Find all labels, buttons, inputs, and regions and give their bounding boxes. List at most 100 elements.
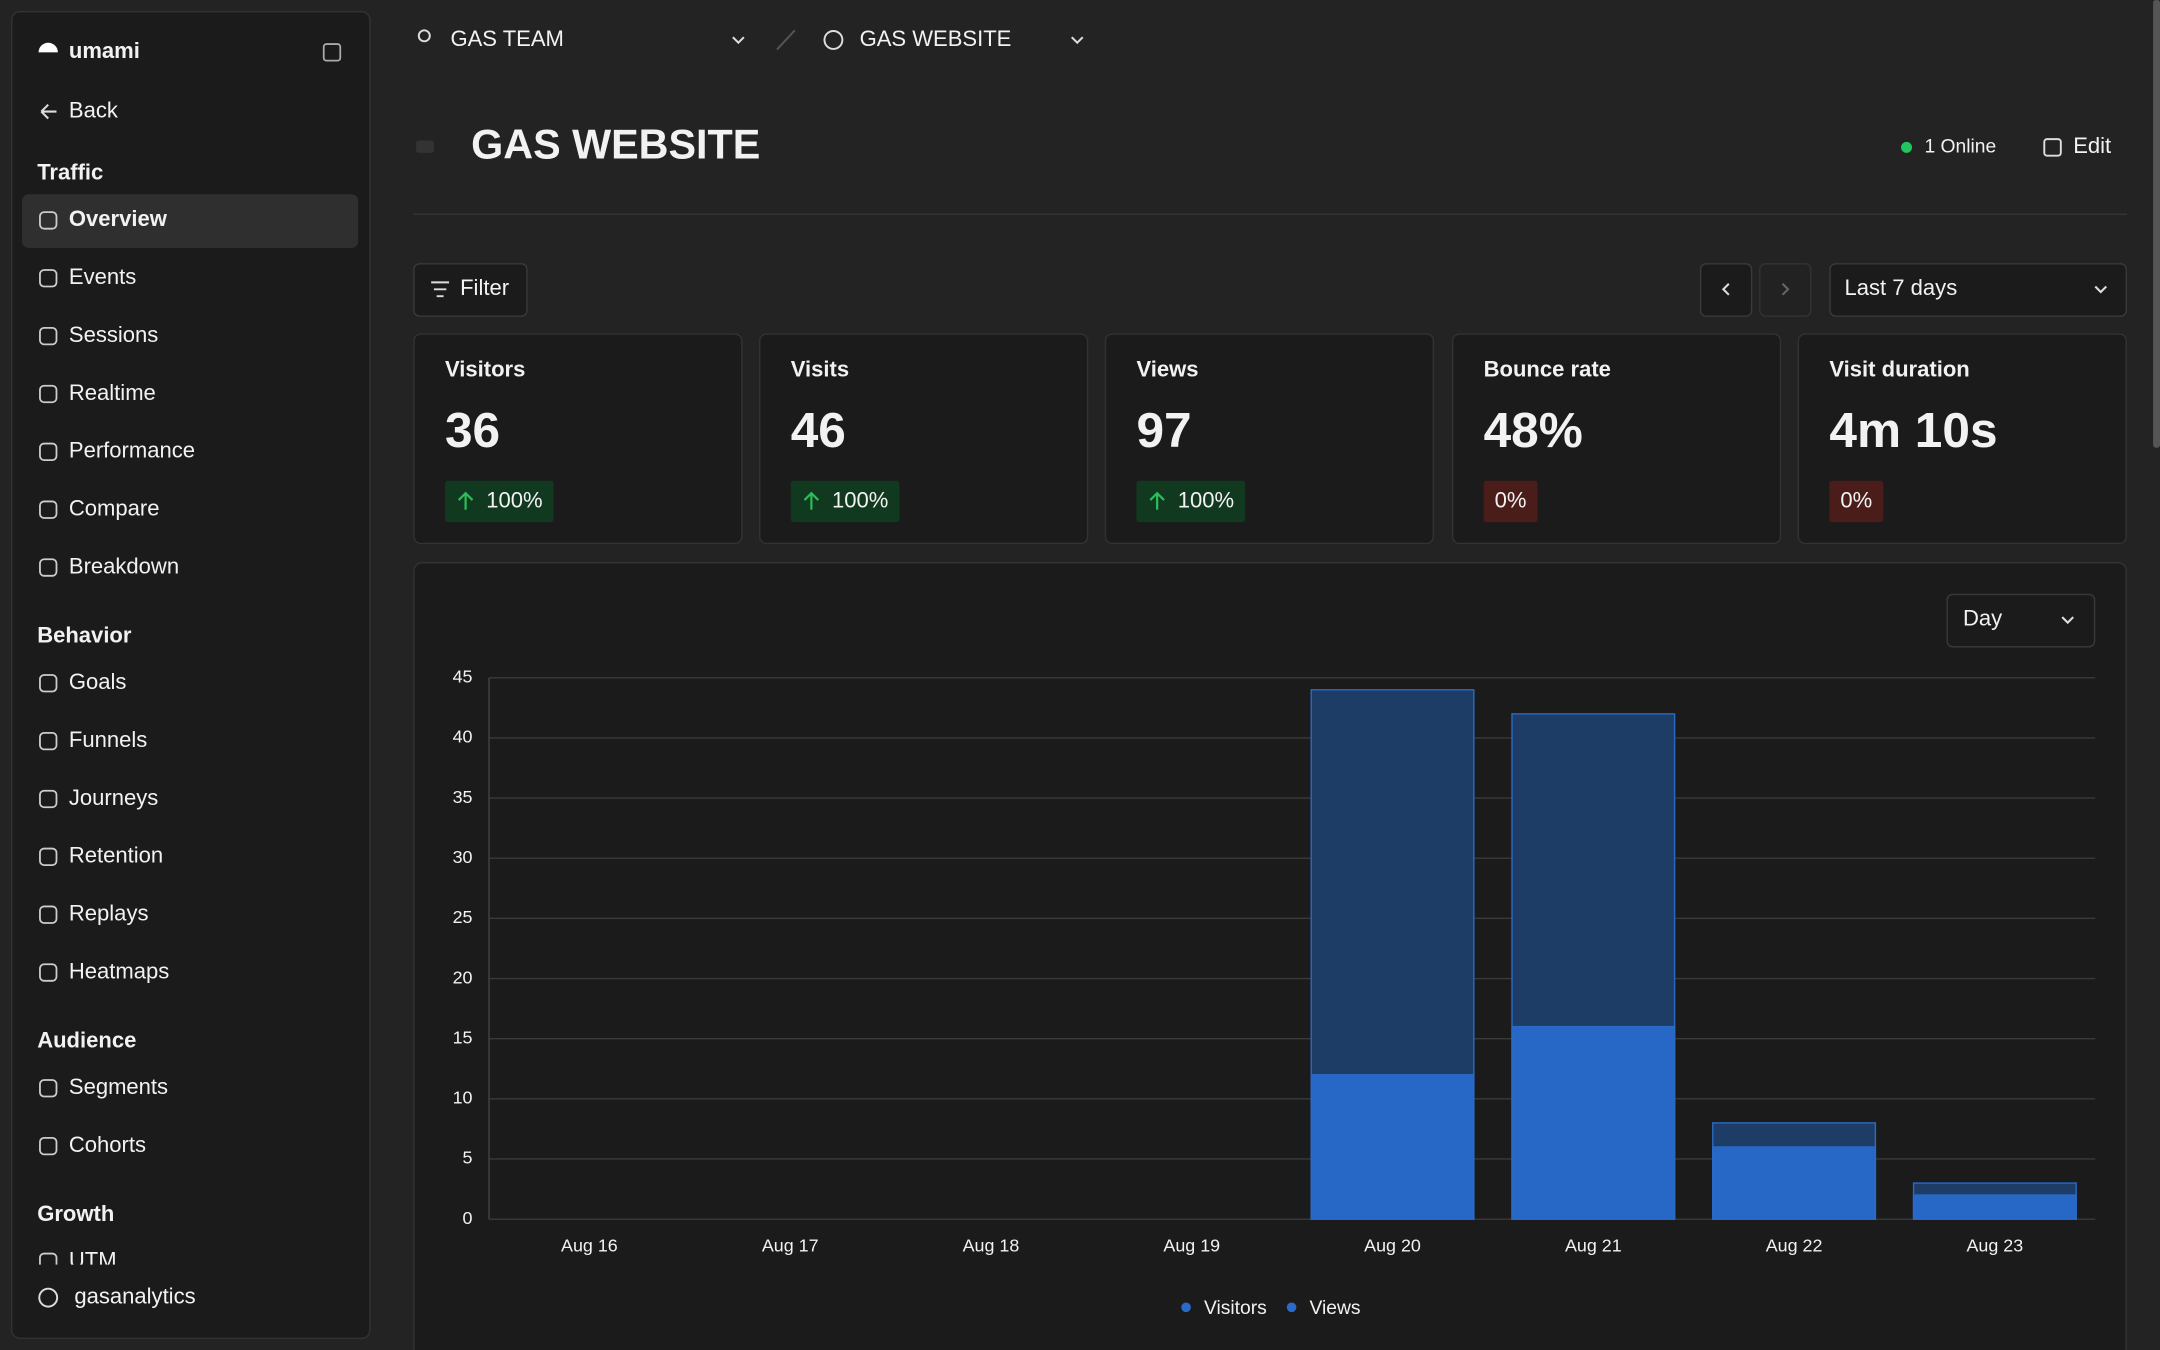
stat-value: 36	[445, 402, 500, 458]
nav-active	[22, 194, 359, 248]
y-tick-label: 25	[453, 907, 473, 927]
y-tick-label: 30	[453, 847, 473, 867]
chevron	[732, 36, 745, 45]
website-select[interactable]: GAS WEBSITE	[860, 26, 1012, 51]
y-tick-label: 5	[463, 1148, 473, 1168]
prev-icon	[1721, 283, 1730, 296]
stat-label: Visit duration	[1829, 356, 1969, 381]
x-tick-label: Aug 17	[762, 1235, 819, 1255]
trend-arrow	[457, 491, 474, 510]
nav: Traffic Overview Events Sessions Realtime Per…	[22, 159, 359, 1273]
nav-icon	[39, 384, 58, 404]
page-title: GAS WEBSITE	[471, 121, 760, 167]
nav-item[interactable]: Funnels	[69, 727, 147, 752]
nav-icon	[39, 442, 58, 461]
stat-badge	[1829, 480, 1884, 523]
y-tick-label: 35	[453, 787, 473, 807]
favicon	[416, 140, 434, 153]
filter-icon	[431, 281, 450, 298]
chevron	[2094, 285, 2108, 294]
stat-change: 100%	[832, 487, 888, 512]
stat-label: Visits	[791, 356, 849, 381]
nav-icon	[39, 674, 58, 693]
x-tick-label: Aug 20	[1364, 1235, 1421, 1255]
nav-section-title: Traffic	[37, 159, 103, 184]
prev-button[interactable]	[1699, 263, 1753, 317]
x-tick-label: Aug 16	[561, 1235, 618, 1255]
edit-button[interactable]: Edit	[2073, 133, 2111, 158]
nav-item[interactable]: Events	[69, 264, 136, 289]
bar	[1310, 1074, 1475, 1220]
nav-icon	[39, 905, 58, 924]
y-tick-label: 0	[463, 1208, 473, 1228]
team-select[interactable]: GAS TEAM	[450, 26, 563, 51]
nav-item[interactable]: Cohorts	[69, 1132, 146, 1157]
stat-label: Visitors	[445, 356, 525, 381]
nav-item[interactable]: Breakdown	[69, 553, 179, 578]
y-tick-label: 40	[453, 727, 473, 747]
filter-label[interactable]: Filter	[460, 275, 509, 300]
stat-value: 97	[1136, 402, 1191, 458]
y-tick-label: 20	[453, 967, 473, 987]
globe-icon	[823, 30, 844, 50]
nav-section-title: Behavior	[37, 622, 132, 647]
trend-arrow	[803, 491, 820, 510]
nav-icon	[39, 847, 58, 866]
nav-item[interactable]: Segments	[69, 1074, 168, 1099]
range-select[interactable]	[1829, 263, 2127, 317]
nav-item[interactable]: Replays	[69, 901, 149, 926]
nav-item[interactable]: Heatmaps	[69, 958, 169, 983]
stat-label: Views	[1136, 356, 1198, 381]
bar	[1912, 1194, 2077, 1220]
nav-item[interactable]: Journeys	[69, 785, 158, 810]
x-tick-label: Aug 21	[1565, 1235, 1622, 1255]
stats: Visitors 36 100% Visits 46 100% Views 97 100% Bou…	[413, 333, 2127, 545]
nav-icon	[39, 500, 58, 519]
unit-label[interactable]: Day	[1963, 606, 2002, 631]
y-tick-label: 10	[453, 1088, 473, 1108]
nav-icon	[39, 789, 58, 809]
next-button[interactable]	[1759, 263, 1812, 317]
stat-value: 48%	[1484, 402, 1583, 458]
nav-item[interactable]: Realtime	[69, 380, 156, 405]
x-tick-label: Aug 23	[1967, 1235, 2024, 1255]
nav-icon	[39, 963, 58, 982]
nav-icon	[39, 1079, 58, 1098]
chart: 0 5 10 15 20 25 30 35 40 45 Aug 16 Aug 17 Aug 18 Aug …	[453, 666, 2096, 1319]
stat-badge	[1136, 480, 1246, 523]
nav-item[interactable]: Compare	[69, 496, 160, 521]
nav-item[interactable]: UTM	[69, 1248, 117, 1273]
unit-select[interactable]	[1946, 593, 2096, 648]
nav-icon	[39, 1136, 58, 1156]
stat-label: Bounce rate	[1484, 356, 1611, 381]
legend-label[interactable]: Views	[1309, 1298, 1360, 1319]
range-label[interactable]: Last 7 days	[1845, 275, 1958, 300]
stat-change: 0%	[1840, 487, 1872, 512]
nav-icon	[39, 558, 58, 577]
sidebar	[11, 11, 371, 1339]
nav-item[interactable]: Performance	[69, 438, 195, 463]
filter-button[interactable]	[413, 263, 528, 317]
stat-value: 46	[791, 402, 846, 458]
legend-swatch	[1286, 1302, 1297, 1313]
stat-value: 4m 10s	[1829, 402, 1997, 458]
nav-item[interactable]: Sessions	[69, 322, 158, 347]
stat-badge	[444, 480, 554, 523]
user[interactable]: gasanalytics	[74, 1283, 195, 1308]
nav-item[interactable]: Overview	[69, 206, 168, 231]
stat-badge	[1483, 480, 1538, 523]
stat-change: 100%	[486, 487, 542, 512]
chevron	[1071, 36, 1084, 45]
collapse-button[interactable]	[322, 43, 342, 62]
nav-section-title: Growth	[37, 1201, 114, 1226]
nav-item[interactable]: Goals	[69, 669, 127, 694]
nav-icon	[39, 211, 58, 230]
back-icon	[40, 103, 57, 120]
y-tick-label: 15	[453, 1027, 473, 1047]
online-dot	[1901, 141, 1913, 153]
back-link[interactable]: Back	[69, 97, 119, 122]
legend-label[interactable]: Visitors	[1204, 1298, 1267, 1319]
nav-item[interactable]: Retention	[69, 843, 163, 868]
nav-icon	[39, 1252, 58, 1265]
